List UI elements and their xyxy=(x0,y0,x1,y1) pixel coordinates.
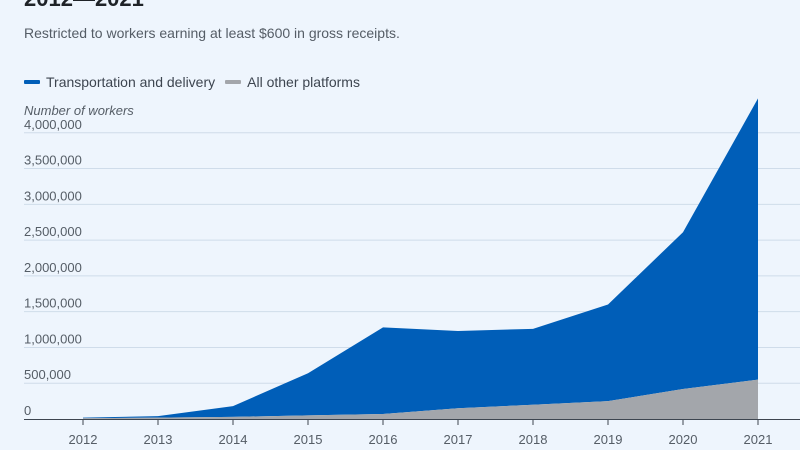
x-tick-label: 2017 xyxy=(444,432,473,447)
area-transportation-and-delivery xyxy=(83,98,758,419)
x-axis xyxy=(24,419,800,425)
legend-label-transportation: Transportation and delivery xyxy=(46,74,216,90)
legend-swatch-other xyxy=(225,80,242,84)
y-tick-label: 1,000,000 xyxy=(24,331,82,346)
y-tick-label: 500,000 xyxy=(24,367,71,382)
x-tick-label: 2016 xyxy=(369,432,398,447)
y-tick-label: 2,500,000 xyxy=(24,224,82,239)
legend-item-transportation: Transportation and delivery xyxy=(24,74,215,90)
y-tick-label: 0 xyxy=(24,403,31,418)
y-tick-label: 3,000,000 xyxy=(24,188,82,203)
chart-areas xyxy=(83,98,758,419)
chart-subtitle: Restricted to workers earning at least $… xyxy=(24,25,400,41)
x-tick-labels: 2012 2013 2014 2015 2016 2017 2018 2019 2020 2021 xyxy=(69,432,773,447)
x-tick-label: 2018 xyxy=(519,432,548,447)
x-tick-label: 2015 xyxy=(294,432,323,447)
y-tick-labels: 0 500,000 1,000,000 1,500,000 2,000,000 2,500… xyxy=(24,117,82,418)
y-tick-label: 3,500,000 xyxy=(24,153,82,168)
x-tick-label: 2013 xyxy=(144,432,173,447)
chart-legend: Transportation and delivery All other pl… xyxy=(24,74,370,90)
x-tick-label: 2014 xyxy=(219,432,248,447)
y-tick-label: 2,000,000 xyxy=(24,260,82,275)
x-tick-label: 2019 xyxy=(594,432,623,447)
y-axis-label: Number of workers xyxy=(24,103,134,118)
x-tick-label: 2012 xyxy=(69,432,98,447)
y-tick-label: 4,000,000 xyxy=(24,117,82,132)
x-tick-label: 2021 xyxy=(744,432,773,447)
legend-label-other: All other platforms xyxy=(247,74,360,90)
y-tick-label: 1,500,000 xyxy=(24,296,82,311)
chart-title: 2012—2021 xyxy=(24,0,144,12)
area-all-other-platforms xyxy=(83,379,758,419)
legend-swatch-transportation xyxy=(24,80,40,84)
legend-item-other: All other platforms xyxy=(225,74,360,90)
x-tick-label: 2020 xyxy=(669,432,698,447)
